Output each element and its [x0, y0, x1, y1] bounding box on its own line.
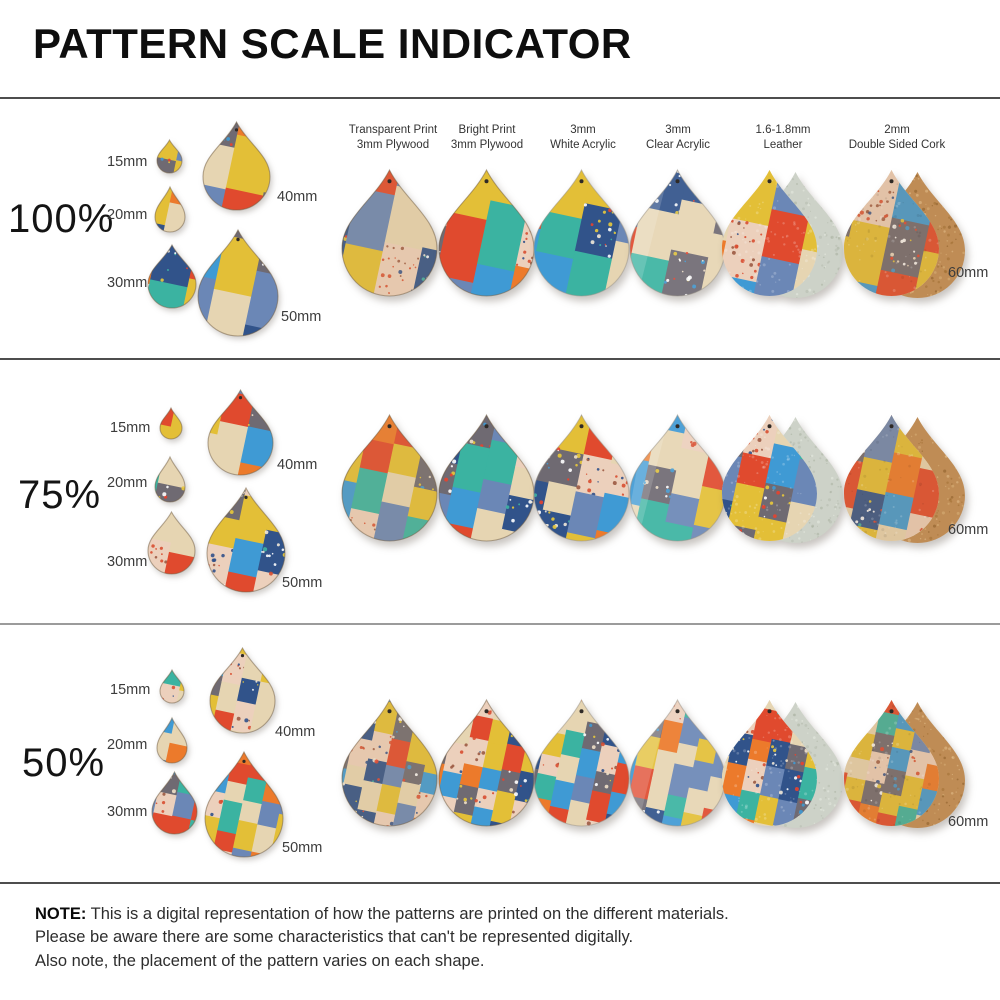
column-header-leather: 1.6-1.8mm Leather: [756, 123, 811, 153]
drop-75pct-plywood-bright: [438, 413, 535, 542]
column-header-plywood-bright: Bright Print 3mm Plywood: [451, 123, 523, 153]
divider: [0, 623, 1000, 625]
column-header-line2: 3mm Plywood: [356, 139, 430, 152]
scale-label-75: 75%: [18, 473, 102, 517]
sample-drop-50pct-15mm: [159, 668, 185, 704]
column-header-plywood-transparent: Transparent Print 3mm Plywood: [349, 123, 437, 153]
divider: [0, 358, 1000, 360]
drop-100pct-cork: [844, 170, 965, 299]
drop-100pct-leather: [722, 170, 843, 299]
size-label-20mm: 20mm: [107, 737, 148, 753]
size-label-60mm: 60mm: [948, 265, 989, 281]
size-label-15mm: 15mm: [110, 682, 151, 698]
drop-75pct-plywood-transparent: [341, 413, 438, 542]
sample-drop-50pct-40mm: [209, 646, 276, 734]
drop-50pct-white-acrylic: [533, 698, 630, 827]
drop-100pct-clear-acrylic: [629, 168, 726, 297]
sample-drop-75pct-20mm: [154, 455, 186, 503]
drop-50pct-cork: [844, 700, 965, 829]
scale-row-50: 50% 15mm 20mm 30mm 40mm 50mm 60mm: [0, 623, 1000, 882]
sample-drop-50pct-30mm: [151, 770, 198, 835]
sample-drop-75pct-30mm: [147, 510, 196, 575]
sample-drop-100pct-40mm: [202, 120, 271, 211]
drop-100pct-plywood-bright: [438, 168, 535, 297]
size-label-15mm: 15mm: [110, 420, 151, 436]
drop-50pct-clear-acrylic: [629, 698, 726, 827]
size-label-30mm: 30mm: [107, 804, 148, 820]
drop-75pct-white-acrylic: [533, 413, 630, 542]
column-header-cork: 2mm Double Sided Cork: [849, 123, 946, 153]
drop-75pct-leather: [722, 415, 843, 544]
drop-75pct-cork: [844, 415, 965, 544]
drop-100pct-plywood-transparent: [341, 168, 438, 297]
size-label-20mm: 20mm: [107, 207, 148, 223]
divider: [0, 97, 1000, 99]
size-label-40mm: 40mm: [277, 189, 318, 205]
drop-100pct-white-acrylic: [533, 168, 630, 297]
scale-label-100: 100%: [8, 197, 115, 241]
size-label-20mm: 20mm: [107, 475, 148, 491]
size-label-30mm: 30mm: [107, 275, 148, 291]
column-header-line2: Leather: [763, 139, 803, 152]
size-label-15mm: 15mm: [107, 154, 148, 170]
page-title: PATTERN SCALE INDICATOR: [33, 20, 632, 67]
size-label-30mm: 30mm: [107, 554, 148, 570]
note-label: NOTE:: [35, 905, 87, 923]
scale-row-100: 100% Transparent Print 3mm Plywood Bright P…: [0, 97, 1000, 358]
sample-drop-50pct-50mm: [204, 750, 284, 858]
drop-50pct-plywood-transparent: [341, 698, 438, 827]
column-header-white-acrylic: 3mm White Acrylic: [550, 123, 616, 153]
note-text-3: Also note, the placement of the pattern …: [35, 951, 485, 970]
divider: [0, 882, 1000, 884]
size-label-60mm: 60mm: [948, 522, 989, 538]
sample-drop-75pct-40mm: [207, 388, 274, 476]
column-header-line1: 2mm: [884, 124, 910, 136]
column-header-line2: White Acrylic: [550, 139, 616, 152]
size-label-40mm: 40mm: [277, 457, 318, 473]
drop-75pct-clear-acrylic: [629, 413, 726, 542]
sample-drop-100pct-50mm: [197, 228, 279, 337]
sample-drop-50pct-20mm: [156, 716, 188, 764]
size-label-50mm: 50mm: [282, 840, 323, 856]
scale-label-50: 50%: [22, 741, 106, 785]
column-header-line1: Transparent Print: [348, 124, 438, 136]
size-label-40mm: 40mm: [275, 724, 316, 740]
size-label-60mm: 60mm: [948, 814, 989, 830]
note-text-2: Please be aware there are some character…: [35, 928, 634, 947]
size-label-50mm: 50mm: [281, 309, 322, 325]
column-header-line1: 1.6-1.8mm: [755, 124, 811, 136]
column-header-line2: 3mm Plywood: [450, 139, 524, 152]
size-label-50mm: 50mm: [282, 575, 323, 591]
sample-drop-75pct-50mm: [206, 486, 286, 593]
sample-drop-100pct-30mm: [147, 243, 197, 309]
column-header-line1: 3mm: [665, 124, 691, 136]
column-header-line1: Bright Print: [458, 124, 516, 136]
column-header-line2: Double Sided Cork: [848, 139, 946, 152]
note-text-1: This is a digital representation of how …: [90, 905, 729, 923]
drop-50pct-plywood-bright: [438, 698, 535, 827]
drop-50pct-leather: [722, 700, 843, 829]
note: NOTE: This is a digital representation o…: [35, 903, 729, 973]
note-line-1: NOTE: This is a digital representation o…: [35, 903, 729, 926]
column-header-clear-acrylic: 3mm Clear Acrylic: [646, 123, 710, 153]
column-header-line2: Clear Acrylic: [646, 139, 710, 152]
column-header-line1: 3mm: [570, 124, 596, 136]
sample-drop-100pct-20mm: [154, 185, 186, 233]
sample-drop-100pct-15mm: [156, 138, 183, 174]
scale-row-75: 75% 15mm 20mm 30mm 40mm 50mm 60mm: [0, 358, 1000, 623]
sample-drop-75pct-15mm: [159, 406, 183, 440]
